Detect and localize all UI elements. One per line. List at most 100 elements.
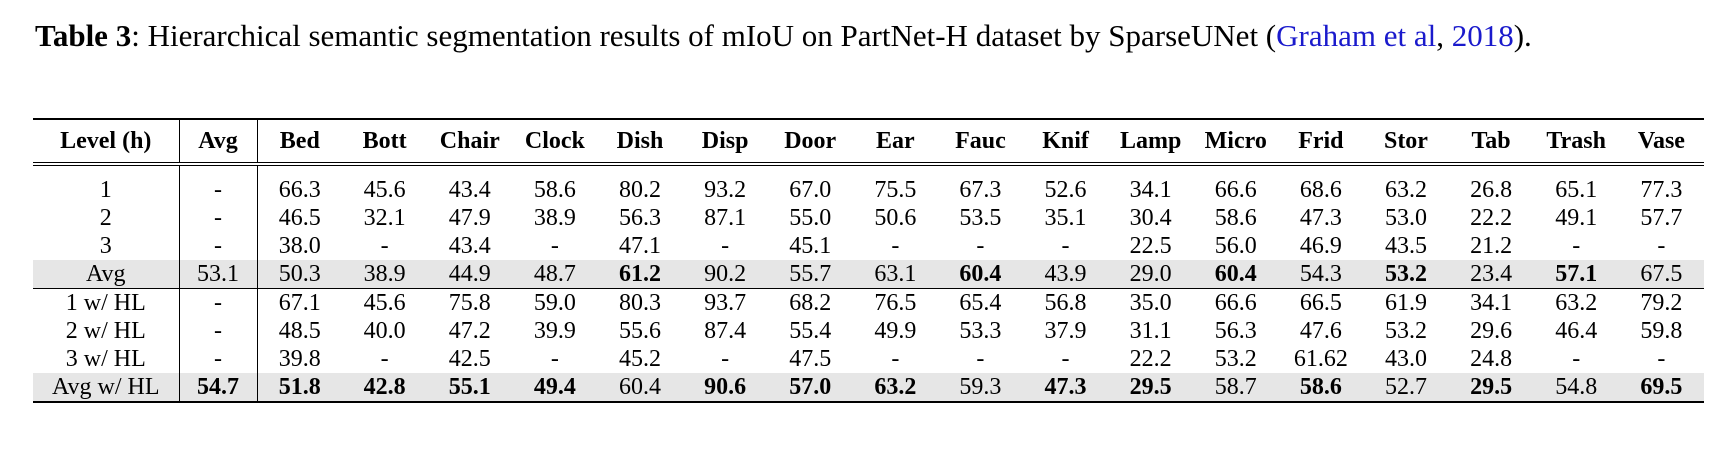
- table-cell: 79.2: [1640, 290, 1683, 316]
- table-cell: -: [1657, 233, 1666, 259]
- table-cell: 46.5: [278, 205, 321, 231]
- column-header: Lamp: [1119, 127, 1182, 154]
- table-cell: 69.5: [1618, 373, 1704, 402]
- table-cell: 87.1: [704, 205, 747, 231]
- table-cell: 29.6: [1470, 318, 1513, 344]
- table-cell: 57.7: [1640, 205, 1683, 231]
- table-cell: -: [179, 345, 258, 373]
- table-row: 3-38.0-43.4-47.1-45.1- - -22.5 56.0 46.9 43.5…: [33, 232, 1704, 260]
- table-cell: 87.4: [704, 318, 747, 344]
- table-row: Avg 53.1 50.3 38.9 44.9 48.7 61.2 90.2 55.7 63.1 6…: [33, 260, 1704, 289]
- table-cell: 93.2: [704, 177, 747, 203]
- row-level-label: 3: [33, 232, 180, 260]
- table-cell: -: [179, 288, 258, 317]
- table-cell: 68.6: [1299, 177, 1342, 203]
- table-cell: 29.5: [1108, 373, 1194, 402]
- table-cell: 46.4: [1555, 318, 1598, 344]
- table-cell: 43.5: [1384, 233, 1427, 259]
- table-cell: 48.5: [278, 318, 321, 344]
- column-header: Chair: [439, 127, 500, 154]
- table-cell: 22.2: [1129, 346, 1172, 372]
- table-cell: 22.2: [1470, 205, 1513, 231]
- table-cell: 31.1: [1129, 318, 1172, 344]
- table-cell: 43.9: [1022, 260, 1109, 289]
- table-cell: 77.3: [1640, 177, 1683, 203]
- table-cell: 90.2: [682, 260, 768, 289]
- table-cell: -: [179, 317, 258, 345]
- table-cell: 40.0: [363, 318, 406, 344]
- table-caption: Table 3: Hierarchical semantic segmentat…: [35, 14, 1695, 58]
- table-cell: 45.6: [363, 290, 406, 316]
- table-cell: 47.3: [1022, 373, 1109, 402]
- table-cell: 59.8: [1640, 318, 1683, 344]
- table-cell: 47.6: [1299, 318, 1342, 344]
- column-header: Level (h): [33, 119, 180, 164]
- table-cell: 93.7: [704, 290, 747, 316]
- table-cell: 50.3: [257, 260, 343, 289]
- table-cell: 54.3: [1278, 260, 1364, 289]
- caption-label: Table 3: [35, 18, 132, 53]
- table-cell: 52.7: [1363, 373, 1449, 402]
- table-cell: 32.1: [363, 205, 406, 231]
- table-cell: 47.3: [1299, 205, 1342, 231]
- table-cell: 55.0: [789, 205, 832, 231]
- column-header: Bott: [362, 127, 407, 154]
- citation-year-link[interactable]: 2018: [1451, 18, 1514, 53]
- table-cell: 61.9: [1384, 290, 1427, 316]
- column-header: Door: [784, 127, 837, 154]
- column-header: Avg: [179, 119, 258, 164]
- table-cell: 56.3: [1214, 318, 1257, 344]
- table-cell: 58.6: [1278, 373, 1364, 402]
- table-cell: 43.4: [448, 233, 491, 259]
- table-cell: 47.9: [448, 205, 491, 231]
- table-row: 2-46.5 32.1 47.9 38.9 56.3 87.1 55.0 50.6 53.5 35…: [33, 204, 1704, 232]
- table-cell: 66.6: [1214, 177, 1257, 203]
- table-cell: 29.5: [1448, 373, 1534, 402]
- table-cell: 49.4: [512, 373, 598, 402]
- column-header: Stor: [1383, 127, 1428, 154]
- citation-author-link[interactable]: Graham et al: [1276, 18, 1437, 53]
- table-cell: 26.8: [1470, 177, 1513, 203]
- table-cell: 47.5: [789, 346, 832, 372]
- table-cell: 55.7: [767, 260, 853, 289]
- table-cell: 67.0: [789, 177, 832, 203]
- table-cell: 56.0: [1214, 233, 1257, 259]
- table-cell: 59.0: [533, 290, 576, 316]
- table-cell: 80.3: [618, 290, 661, 316]
- table-row: 3 w/ HL -39.8-42.5-45.2-47.5- - -22.2 53.2 61…: [33, 345, 1704, 373]
- table-cell: 44.9: [427, 260, 513, 289]
- table-cell: 63.2: [852, 373, 938, 402]
- table-cell: 53.1: [179, 260, 258, 289]
- table-cell: 63.2: [1384, 177, 1427, 203]
- column-header: Bed: [279, 127, 320, 154]
- caption-tail: ).: [1513, 18, 1532, 53]
- table-cell: 60.4: [1193, 260, 1279, 289]
- table-cell: -: [1572, 233, 1581, 259]
- table-cell: 55.1: [427, 373, 513, 402]
- table-row: 1 w/ HL -67.1 45.6 75.8 59.0 80.3 93.7 68.2 76.5…: [33, 288, 1704, 317]
- table-cell: 67.5: [1618, 260, 1704, 289]
- table-cell: -: [1657, 346, 1666, 372]
- table-cell: 58.6: [533, 177, 576, 203]
- table-cell: -: [179, 204, 258, 232]
- column-header: Knif: [1042, 127, 1089, 154]
- table-cell: 53.0: [1384, 205, 1427, 231]
- table-cell: 22.5: [1129, 233, 1172, 259]
- table-cell: 46.9: [1299, 233, 1342, 259]
- table-cell: 80.2: [618, 177, 661, 203]
- results-table: Level (h) Avg Bed Bott Chair Clock Dish Disp Doo…: [33, 118, 1704, 403]
- table-group-base: 1-66.3 45.6 43.4 58.6 80.2 93.2 67.0 75.5 67.3 52…: [33, 164, 1704, 289]
- table-cell: 47.1: [618, 233, 661, 259]
- table-cell: 55.6: [618, 318, 661, 344]
- column-header: Ear: [875, 127, 915, 154]
- table-cell: -: [179, 164, 258, 204]
- table-cell: 38.0: [278, 233, 321, 259]
- table-cell: 53.2: [1214, 346, 1257, 372]
- table-cell: 76.5: [874, 290, 917, 316]
- table-cell: 56.3: [618, 205, 661, 231]
- table-cell: -: [891, 346, 900, 372]
- column-header: Micro: [1204, 127, 1267, 154]
- header-row: Level (h) Avg Bed Bott Chair Clock Dish Disp Doo…: [33, 119, 1704, 164]
- table-cell: -: [1061, 346, 1070, 372]
